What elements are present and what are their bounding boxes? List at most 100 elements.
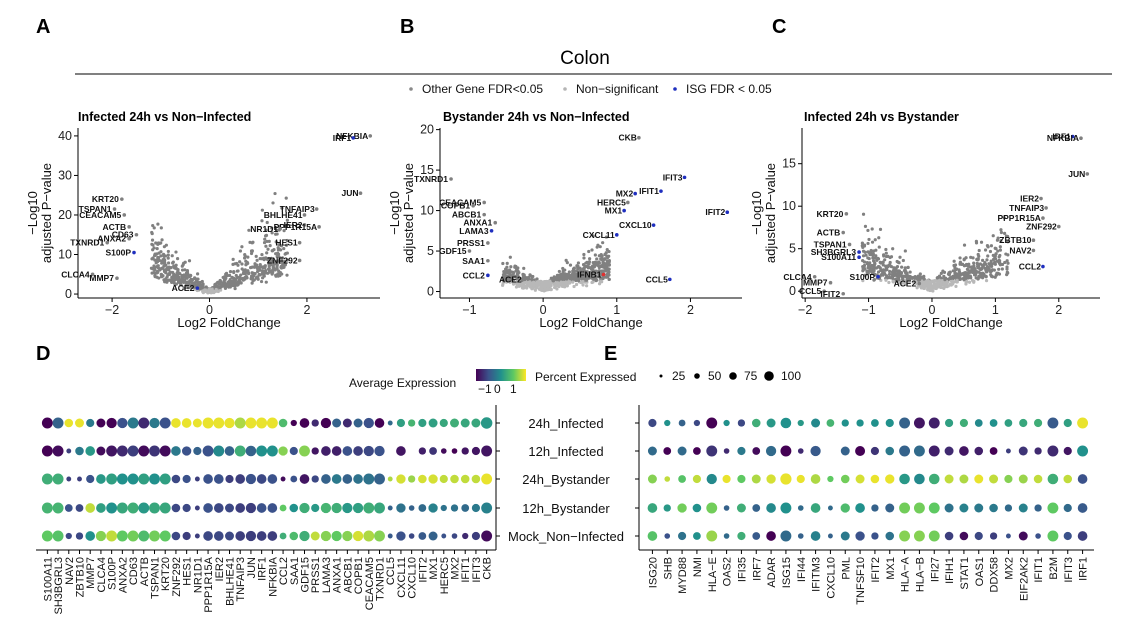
- dot-e-eif2ak2: [1018, 446, 1028, 456]
- dot-d-irf1: [256, 474, 267, 484]
- dot-d-actb: [138, 445, 150, 457]
- gene-label: NFKBIA: [336, 131, 368, 141]
- background-gene-point: [590, 280, 594, 285]
- background-gene-point: [242, 256, 247, 260]
- background-gene-point: [188, 279, 193, 284]
- background-gene-point: [998, 253, 1002, 258]
- dot-d-prss1: [311, 475, 319, 483]
- background-gene-point: [240, 245, 244, 249]
- dot-e-hla−a: [899, 445, 911, 457]
- background-gene-point: [587, 249, 591, 254]
- plot-title-b: Bystander 24h vs Non−Infected: [443, 110, 630, 124]
- dot-d-cxcl11: [396, 446, 406, 456]
- gene-label: KRT20: [816, 209, 843, 219]
- dot-d-sh3bgrl3: [52, 445, 64, 457]
- background-gene-point: [260, 219, 264, 223]
- background-gene-point: [231, 257, 235, 261]
- dot-e-ifit3: [1063, 531, 1072, 541]
- background-gene-point: [560, 275, 564, 280]
- gene-point-mx1: [622, 208, 626, 213]
- background-gene-point: [235, 275, 239, 280]
- background-gene-point: [878, 227, 883, 231]
- background-gene-point: [252, 265, 257, 269]
- dot-d-gdf15: [299, 530, 310, 542]
- dot-d-s100a11: [41, 502, 53, 514]
- dot-d-ceacam5: [363, 473, 375, 485]
- dot-d-ckb: [480, 417, 493, 429]
- background-gene-point: [904, 282, 908, 286]
- background-gene-point: [153, 258, 157, 262]
- dot-d-mmp7: [85, 446, 96, 456]
- dot-d-mmp7: [86, 418, 95, 428]
- background-gene-point: [581, 272, 585, 276]
- background-gene-point: [908, 276, 912, 281]
- background-gene-point: [597, 274, 601, 278]
- gene-column-label: IFIT2: [417, 557, 429, 583]
- gene-column-label: PML: [840, 557, 852, 580]
- background-gene-point: [281, 262, 285, 266]
- background-gene-point: [551, 279, 555, 283]
- background-gene-point: [534, 286, 539, 290]
- background-gene-point: [582, 276, 586, 280]
- background-gene-point: [999, 239, 1003, 243]
- background-gene-point: [275, 254, 279, 259]
- background-gene-point: [993, 246, 997, 250]
- background-gene-point: [271, 201, 275, 205]
- background-gene-point: [222, 280, 226, 284]
- y-axis-label: adjusted P−value: [763, 163, 778, 263]
- background-gene-point: [155, 247, 159, 251]
- dot-d-ppp1r15a: [202, 445, 214, 457]
- size-legend-dot-75: [729, 372, 737, 380]
- gene-point-ccl5: [822, 289, 826, 294]
- condition-label: 12h_Infected: [528, 444, 603, 459]
- dot-d-ier2: [213, 531, 224, 541]
- dot-d-txnrd1: [374, 418, 385, 428]
- dot-d-ppp1r15a: [203, 503, 213, 513]
- gene-column-label: NR1D1: [192, 557, 204, 593]
- gene-column-label: IFIH1: [944, 557, 956, 584]
- gene-column-label: IRF7: [751, 557, 763, 581]
- background-gene-point: [970, 266, 974, 270]
- dot-d-prss1: [311, 447, 319, 455]
- dot-d-zbtb10: [75, 532, 84, 540]
- background-gene-point: [283, 252, 287, 256]
- background-gene-point: [588, 270, 592, 275]
- background-gene-point: [567, 270, 571, 274]
- background-gene-point: [156, 242, 160, 246]
- gene-point-ppp1r15a: [317, 225, 321, 229]
- dot-d-ifit1: [461, 447, 469, 455]
- dot-e-adar: [765, 445, 777, 457]
- background-gene-point: [1002, 216, 1006, 220]
- dot-d-ifit3: [471, 446, 481, 456]
- dot-e-eif2ak2: [1018, 503, 1028, 513]
- background-gene-point: [983, 248, 988, 252]
- dot-e-stat1: [959, 531, 969, 541]
- background-gene-point: [264, 228, 268, 232]
- gene-label: ACE2: [894, 279, 917, 289]
- gene-column-label: MX2: [1003, 557, 1015, 580]
- background-gene-point: [866, 265, 870, 270]
- dot-e-eif2ak2: [1019, 418, 1028, 428]
- background-gene-point: [265, 220, 269, 225]
- background-gene-point: [943, 278, 947, 282]
- x-tick-label: −1: [462, 303, 476, 317]
- gene-label: ANXA1: [463, 218, 492, 228]
- background-gene-point: [268, 244, 272, 248]
- background-gene-point: [155, 275, 159, 279]
- dot-d-jun: [245, 445, 257, 457]
- gene-column-label: IFIT3: [1063, 557, 1075, 583]
- background-gene-point: [604, 268, 608, 272]
- background-gene-point: [270, 231, 274, 235]
- dot-e-ifit1: [1034, 504, 1042, 512]
- dotplot-d: S100A11SH3BGRL3NAV2ZBTB10MMP7CLCA4S100PA…: [36, 405, 500, 614]
- dot-d-cd63: [127, 473, 139, 485]
- gene-column-label: ACTB: [139, 557, 151, 586]
- dot-d-ppp1r15a: [203, 531, 213, 541]
- background-gene-point: [974, 276, 978, 280]
- background-gene-point: [884, 254, 889, 259]
- gene-label: MX2: [616, 189, 634, 199]
- background-gene-point: [207, 288, 211, 292]
- gene-point-sh3bgrl3: [857, 250, 861, 254]
- background-gene-point: [915, 282, 919, 286]
- dot-e-ifitm3: [810, 445, 821, 457]
